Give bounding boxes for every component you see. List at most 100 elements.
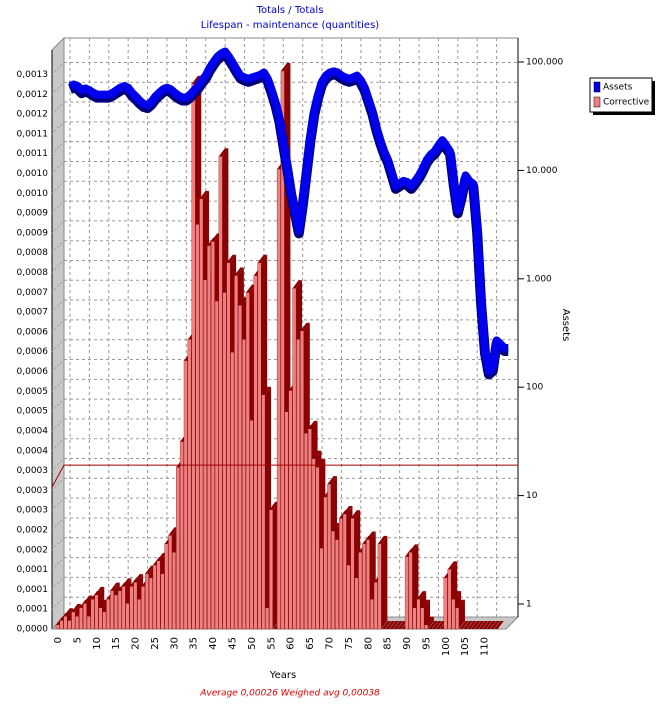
bar <box>160 573 165 630</box>
grid-line-side <box>51 220 65 234</box>
chart-subtitle: Lifespan - maintenance (quantities) <box>201 20 380 31</box>
bar-top <box>463 621 473 629</box>
y-tick-label: 0,0012 <box>17 110 49 120</box>
y2-tick-label: 10 <box>526 491 538 501</box>
bar-top <box>156 552 167 561</box>
bar <box>141 586 145 630</box>
y-tick-label: 0,0001 <box>17 565 49 575</box>
bar-top <box>420 599 431 608</box>
line <box>68 47 509 376</box>
bar-top <box>424 616 434 625</box>
grid-line-side <box>51 398 65 412</box>
bar-top <box>71 603 82 612</box>
x-axis-title: Years <box>269 670 296 681</box>
bar <box>117 590 122 630</box>
x-tick-label: 30 <box>169 637 180 650</box>
bar <box>102 611 107 630</box>
bar <box>342 513 347 630</box>
y2-tick-label: 100.000 <box>526 58 563 68</box>
bar <box>75 616 80 630</box>
y-tick-label: 0,0010 <box>17 189 49 199</box>
grid-line-side <box>51 81 65 95</box>
bar <box>137 599 142 630</box>
y-tick-label: 0,0011 <box>17 149 49 159</box>
y2-tick-label: 10.000 <box>526 166 558 176</box>
bar <box>292 288 297 630</box>
y-tick-label: 0,0002 <box>17 545 49 555</box>
bar-top <box>83 595 93 604</box>
bar <box>362 543 367 630</box>
bar-top <box>408 544 419 553</box>
bar <box>125 603 130 630</box>
grid-line-side <box>51 478 65 491</box>
grid-line-side <box>51 299 65 313</box>
legend-box <box>589 77 653 113</box>
x-tick-label: 100 <box>441 637 452 656</box>
bar <box>218 156 223 630</box>
bar <box>114 594 118 630</box>
y-tick-label: 0,0001 <box>17 585 49 595</box>
legend-label: Assets <box>603 83 633 93</box>
bar <box>195 224 200 630</box>
grid-line-side <box>51 557 65 570</box>
y2-tick-label: 1.000 <box>526 274 552 284</box>
legend-swatch <box>593 81 601 93</box>
bar <box>455 607 460 630</box>
bar <box>369 599 374 630</box>
bar-top <box>482 621 493 629</box>
bar-top <box>397 621 407 629</box>
bar <box>172 552 176 630</box>
y-tick-label: 0,0002 <box>17 525 49 535</box>
bar <box>59 620 64 630</box>
x-tick-label: 80 <box>363 637 374 650</box>
bar-top <box>377 535 388 544</box>
bar <box>152 564 157 630</box>
bar <box>164 543 169 630</box>
bar-top <box>246 284 256 293</box>
bar <box>203 279 208 630</box>
bar <box>296 339 301 630</box>
grid-line-side <box>51 141 65 155</box>
y-tick-label: 0,0006 <box>17 367 49 377</box>
legend-label: Corrective <box>603 98 650 108</box>
bar-top <box>467 621 477 629</box>
bar <box>222 292 227 630</box>
bar <box>416 599 421 630</box>
bar <box>358 552 363 630</box>
grid-line-side <box>51 517 65 531</box>
x-tick-label: 60 <box>286 637 297 650</box>
bar-top <box>385 621 396 629</box>
bar <box>265 607 270 630</box>
grid-line-side <box>51 121 65 135</box>
grid-line-side <box>51 497 65 511</box>
grid-line-side <box>51 101 65 115</box>
bar-top <box>393 621 403 629</box>
x-tick-label: 50 <box>247 637 258 650</box>
bar-top <box>494 621 504 629</box>
bar <box>338 518 343 630</box>
bar <box>377 543 382 630</box>
grid-line-side <box>51 378 65 392</box>
bar-top <box>280 63 291 72</box>
x-tick-label: 55 <box>266 637 277 650</box>
x-tick-label: 45 <box>228 637 239 650</box>
bar <box>94 594 99 630</box>
grid-line-side <box>51 319 65 333</box>
x-tick-label: 15 <box>111 637 122 650</box>
bar <box>335 539 339 630</box>
bar-top <box>389 621 400 629</box>
bar-top <box>94 586 105 595</box>
bar <box>404 556 409 630</box>
bar-side <box>458 599 465 629</box>
bar <box>288 390 293 630</box>
bar <box>323 496 328 630</box>
bar <box>176 466 180 630</box>
bar-top <box>292 280 303 289</box>
bar-top <box>300 322 310 331</box>
bar <box>346 564 351 630</box>
bar <box>156 560 161 630</box>
bar-top <box>486 621 496 629</box>
grid-line-side <box>51 180 65 194</box>
